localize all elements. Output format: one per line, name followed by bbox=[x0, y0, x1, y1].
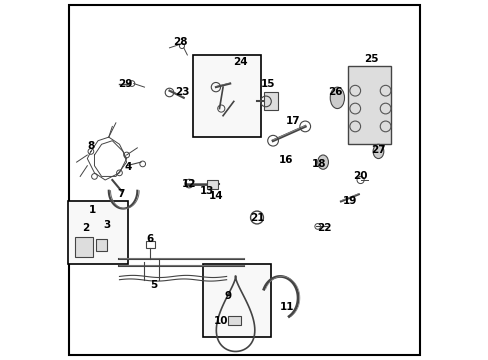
Text: 22: 22 bbox=[317, 223, 331, 233]
Text: 29: 29 bbox=[118, 78, 132, 89]
Bar bbox=[347, 66, 390, 144]
Bar bbox=[228, 316, 241, 325]
Text: 19: 19 bbox=[342, 197, 356, 206]
Text: 27: 27 bbox=[370, 145, 385, 155]
Bar bbox=[192, 55, 260, 137]
Text: 13: 13 bbox=[199, 186, 214, 196]
Text: 14: 14 bbox=[208, 191, 223, 201]
Text: 3: 3 bbox=[103, 220, 110, 230]
Ellipse shape bbox=[372, 144, 383, 158]
Text: 9: 9 bbox=[224, 291, 231, 301]
Text: 5: 5 bbox=[149, 280, 157, 291]
Ellipse shape bbox=[329, 87, 344, 109]
Bar bbox=[206, 180, 217, 189]
Text: 20: 20 bbox=[353, 171, 367, 181]
Bar bbox=[146, 241, 155, 248]
Ellipse shape bbox=[317, 155, 328, 169]
Text: 12: 12 bbox=[182, 179, 196, 189]
Text: 1: 1 bbox=[89, 205, 96, 215]
Text: 26: 26 bbox=[327, 87, 342, 98]
Bar bbox=[96, 239, 107, 251]
Text: 7: 7 bbox=[117, 189, 125, 199]
Bar bbox=[264, 93, 278, 111]
Text: 17: 17 bbox=[285, 116, 300, 126]
Bar bbox=[67, 202, 128, 264]
Text: 15: 15 bbox=[260, 78, 274, 89]
Text: 11: 11 bbox=[280, 302, 294, 312]
Text: 4: 4 bbox=[124, 162, 132, 172]
Text: 21: 21 bbox=[249, 212, 264, 222]
Bar bbox=[75, 237, 93, 257]
Text: 6: 6 bbox=[146, 234, 153, 244]
Text: 8: 8 bbox=[87, 141, 94, 151]
Bar bbox=[203, 264, 271, 337]
Text: 18: 18 bbox=[312, 159, 326, 169]
Text: 24: 24 bbox=[233, 57, 248, 67]
Text: 10: 10 bbox=[214, 316, 228, 326]
Text: 23: 23 bbox=[174, 87, 189, 98]
Text: 2: 2 bbox=[82, 223, 89, 233]
Text: 16: 16 bbox=[278, 156, 292, 165]
Text: 25: 25 bbox=[364, 54, 378, 64]
Text: 28: 28 bbox=[173, 37, 187, 48]
